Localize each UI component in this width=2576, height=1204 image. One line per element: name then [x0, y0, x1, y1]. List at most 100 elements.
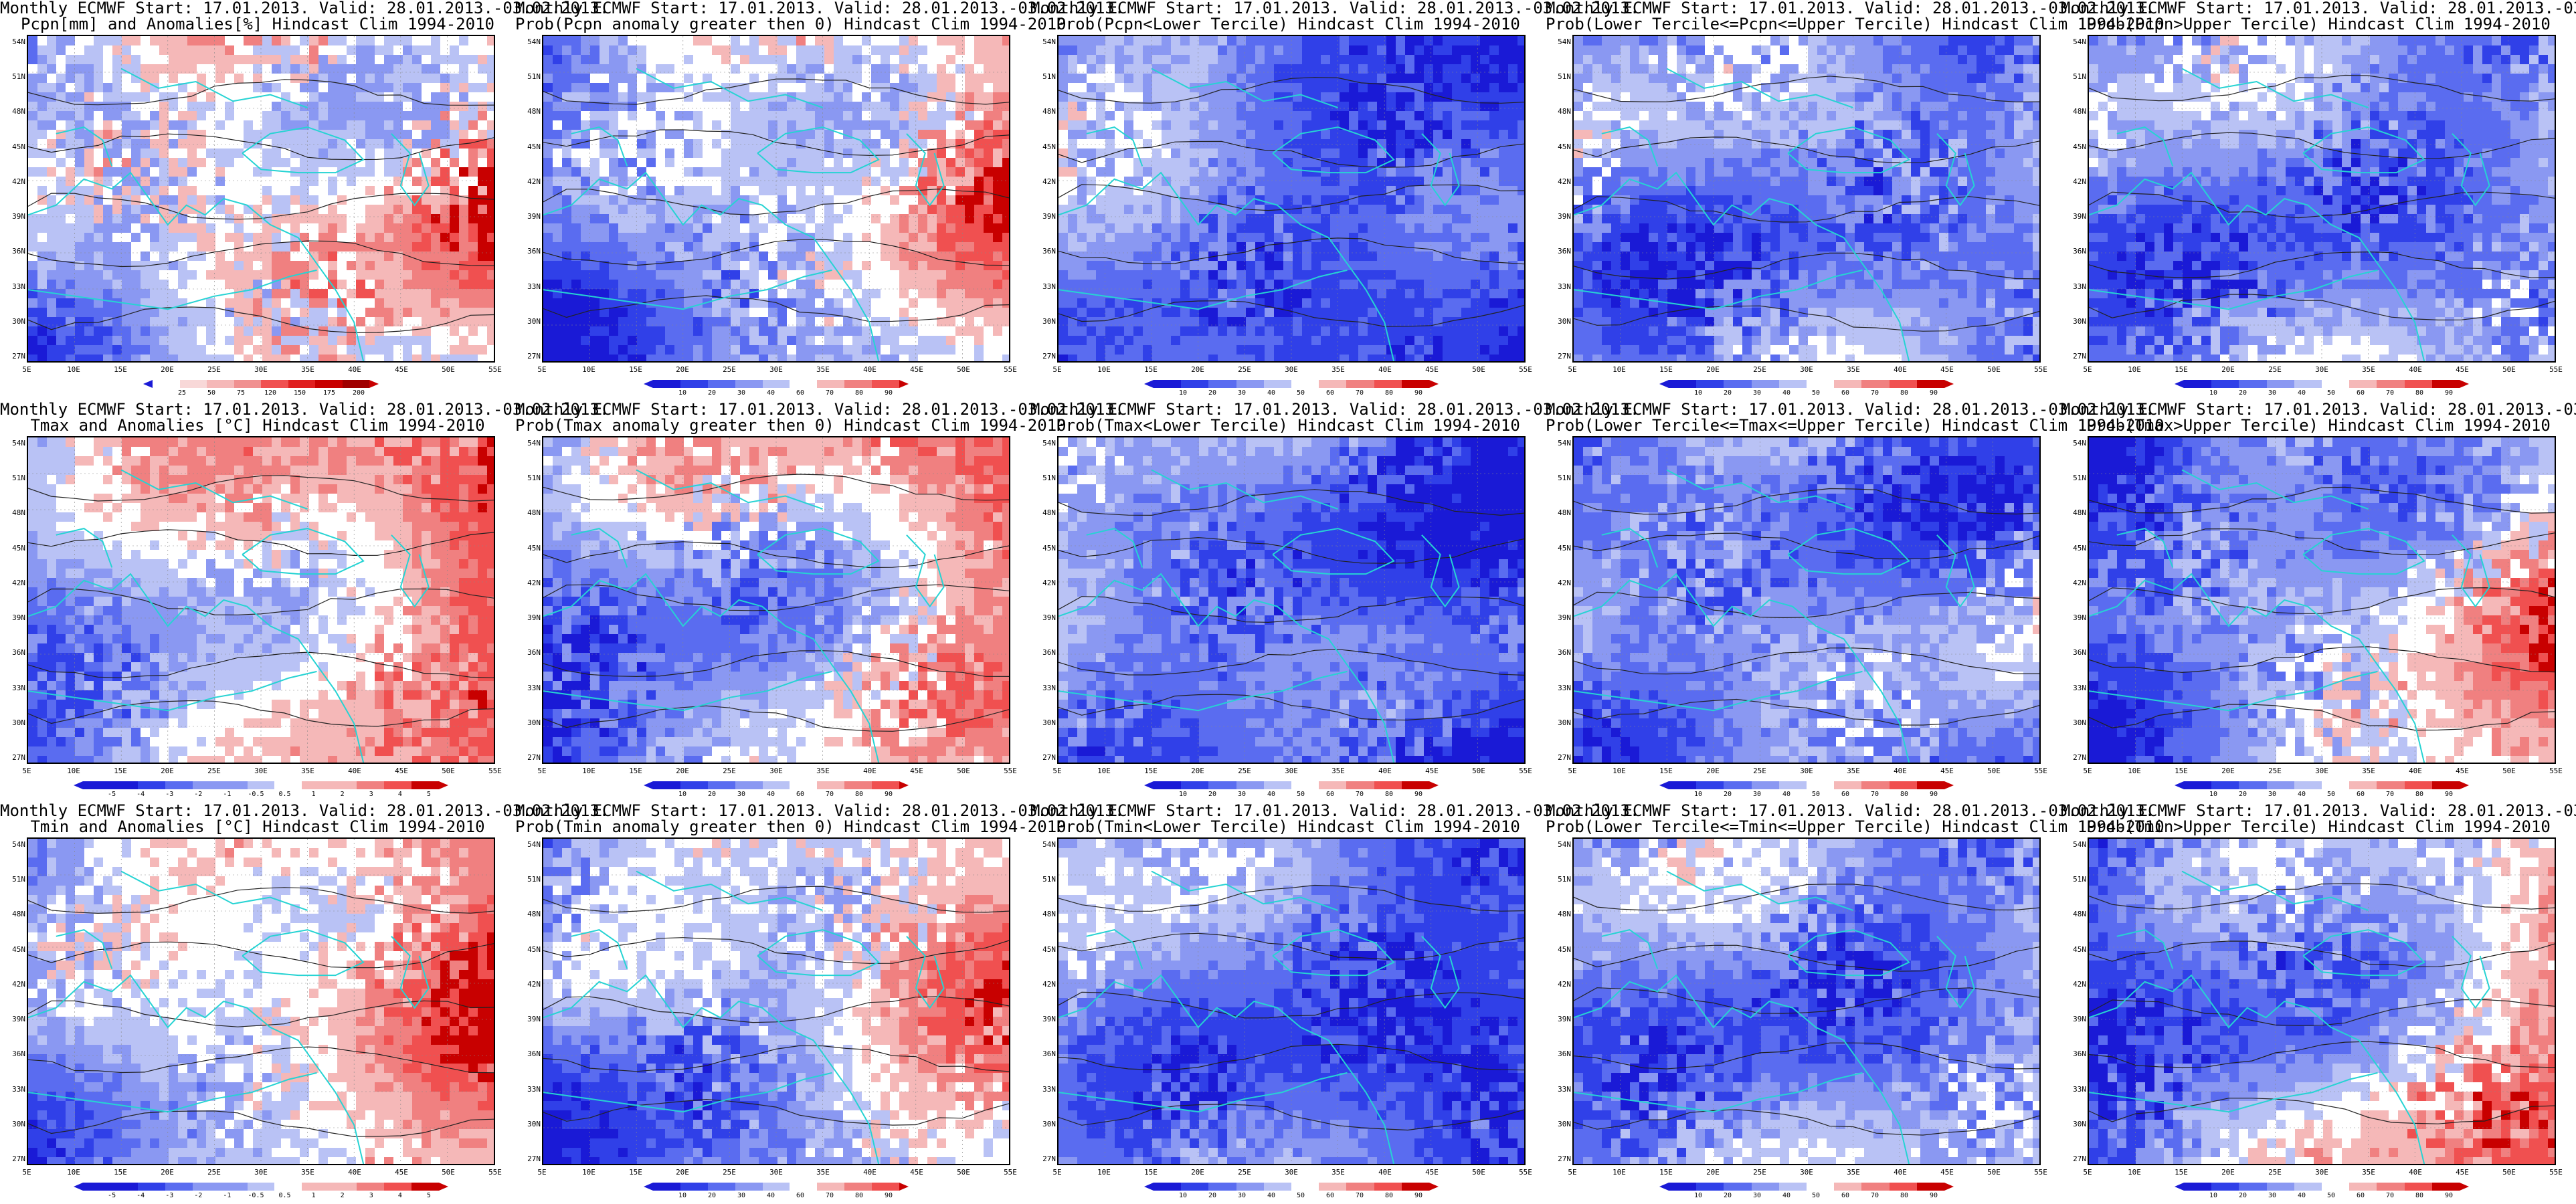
lon-tick-label: 10E — [1609, 767, 1629, 775]
colorbar-tick-label: -0.5 — [242, 791, 270, 800]
colorbar-tick-label: 70 — [2375, 1192, 2405, 1201]
map-panel: Monthly ECMWF Start: 17.01.2013. Valid: … — [515, 0, 1124, 401]
colorbar — [644, 1183, 909, 1191]
colorbar-swatch — [680, 781, 708, 789]
colorbar-swatch — [2377, 1183, 2405, 1191]
colorbar-right-arrow — [899, 380, 909, 388]
colorbar-swatch — [357, 1183, 385, 1191]
lon-tick-label: 55E — [2546, 365, 2566, 374]
lon-tick-label: 50E — [953, 1168, 974, 1177]
colorbar-tick-label: -3 — [155, 1192, 184, 1201]
lon-tick-label: 10E — [64, 365, 84, 374]
lon-tick-label: 10E — [2124, 365, 2144, 374]
coastline — [2089, 469, 2490, 763]
colorbar-ticks: 10 20 30 40 50 60 70 80 90 — [1683, 1192, 1948, 1201]
lat-tick-label: 39N — [522, 613, 541, 622]
lon-tick-label: 40E — [345, 767, 365, 775]
lon-tick-label: 30E — [2312, 767, 2332, 775]
lon-tick-label: 25E — [719, 1168, 739, 1177]
panel-title-line1: Monthly ECMWF Start: 17.01.2013. Valid: … — [1546, 401, 2154, 417]
lon-tick-label: 5E — [1047, 1168, 1067, 1177]
lon-tick-label: 10E — [64, 1168, 84, 1177]
colorbar-right-arrow — [2460, 1183, 2470, 1191]
colorbar-swatch — [192, 781, 220, 789]
panel-title-line1: Monthly ECMWF Start: 17.01.2013. Valid: … — [1546, 803, 2154, 819]
colorbar-tick-label: 60 — [1315, 791, 1345, 800]
panel-title-line2: Prob(Pcpn anomaly greater then 0) Hindca… — [515, 16, 1067, 32]
colorbar-tick-label: 20 — [1198, 1192, 1227, 1201]
colorbar-swatch — [2184, 380, 2212, 388]
lat-tick-label: 30N — [1552, 718, 1571, 727]
colorbar-swatch — [288, 380, 315, 388]
lon-tick-label: 50E — [438, 365, 458, 374]
colorbar-tick-label: 50 — [2316, 1192, 2346, 1201]
colorbar-swatch — [790, 781, 818, 789]
lon-tick-label: 30E — [2312, 365, 2332, 374]
colorbar-swatch — [1208, 380, 1236, 388]
lon-tick-label: 55E — [1515, 365, 1536, 374]
colorbar-swatch — [192, 1183, 220, 1191]
colorbar-tick-label: 90 — [1404, 791, 1433, 800]
map-panel: Monthly ECMWF Start: 17.01.2013. Valid: … — [1030, 401, 1639, 803]
lat-tick-label: 33N — [2067, 1085, 2086, 1094]
lon-tick-label: 25E — [1234, 365, 1255, 374]
lon-tick-label: 20E — [2218, 767, 2238, 775]
coastline — [543, 870, 945, 1164]
panel-title-line1: Monthly ECMWF Start: 17.01.2013. Valid: … — [2061, 401, 2576, 417]
lat-tick-label: 51N — [1037, 875, 1056, 884]
lon-tick-label: 10E — [2124, 1168, 2144, 1177]
colorbar-tick-label: 4 — [385, 1192, 414, 1201]
panel-title-line1: Monthly ECMWF Start: 17.01.2013. Valid: … — [1030, 803, 1639, 819]
lat-tick-label: 27N — [1552, 1155, 1571, 1163]
lat-tick-label: 33N — [522, 1085, 541, 1094]
panel-title-line1: Monthly ECMWF Start: 17.01.2013. Valid: … — [1030, 0, 1639, 16]
coastline — [1059, 68, 1460, 361]
colorbar-tick-label: 70 — [1345, 389, 1374, 399]
lon-tick-label: 15E — [1141, 365, 1161, 374]
colorbar-swatch — [247, 1183, 275, 1191]
lon-tick-label: 15E — [2171, 767, 2191, 775]
colorbar-swatch — [1916, 1183, 1945, 1191]
lat-tick-label: 39N — [2067, 1015, 2086, 1023]
colorbar-left-arrow — [644, 380, 653, 388]
lat-tick-label: 54N — [1552, 840, 1571, 849]
lat-tick-label: 39N — [1037, 212, 1056, 221]
colorbar-tick-label: 1 — [299, 1192, 328, 1201]
lat-tick-label: 33N — [2067, 282, 2086, 291]
colorbar-swatch — [165, 1183, 193, 1191]
lon-tick-label: 15E — [1656, 1168, 1676, 1177]
lon-tick-label: 45E — [1422, 767, 1442, 775]
colorbar-swatch — [2431, 1183, 2460, 1191]
colorbar-swatch — [2349, 781, 2377, 789]
colorbar-right-arrow — [438, 781, 448, 789]
lon-tick-label: 40E — [1890, 767, 1910, 775]
colorbar-swatch — [762, 781, 790, 789]
colorbar-ticks: 10 20 30 40 50 60 70 80 90 — [2199, 1192, 2464, 1201]
lat-tick-label: 36N — [522, 1049, 541, 1058]
colorbar-tick-label: 50 — [2316, 791, 2346, 800]
lon-tick-label: 5E — [1047, 365, 1067, 374]
colorbar-swatch — [2377, 380, 2405, 388]
colorbar-swatch — [2211, 781, 2239, 789]
colorbar-tick-label: 10 — [668, 389, 697, 399]
lon-tick-label: 30E — [1797, 365, 1817, 374]
colorbar-tick-label: 10 — [1168, 1192, 1198, 1201]
colorbar-swatch — [735, 1183, 763, 1191]
colorbar-swatch — [1778, 380, 1807, 388]
lon-tick-label: 5E — [1562, 767, 1582, 775]
colorbar-tick-label: 50 — [1801, 389, 1831, 399]
forecast-map — [1572, 436, 2041, 764]
colorbar-tick-label: 50 — [1286, 791, 1315, 800]
colorbar-tick-label: 50 — [1801, 791, 1831, 800]
colorbar-swatch — [653, 380, 680, 388]
colorbar-tick-label: 30 — [1227, 1192, 1257, 1201]
colorbar-tick-label: 40 — [756, 389, 786, 399]
lat-tick-label: 33N — [1552, 1085, 1571, 1094]
contour-lines — [1059, 77, 1524, 327]
colorbar-right-arrow — [1944, 1183, 1954, 1191]
colorbar-swatch — [2239, 1183, 2267, 1191]
lon-tick-label: 15E — [626, 767, 646, 775]
lon-tick-label: 30E — [766, 1168, 786, 1177]
colorbar-tick-label: -4 — [126, 791, 155, 800]
colorbar-tick-label: 40 — [2287, 791, 2316, 800]
